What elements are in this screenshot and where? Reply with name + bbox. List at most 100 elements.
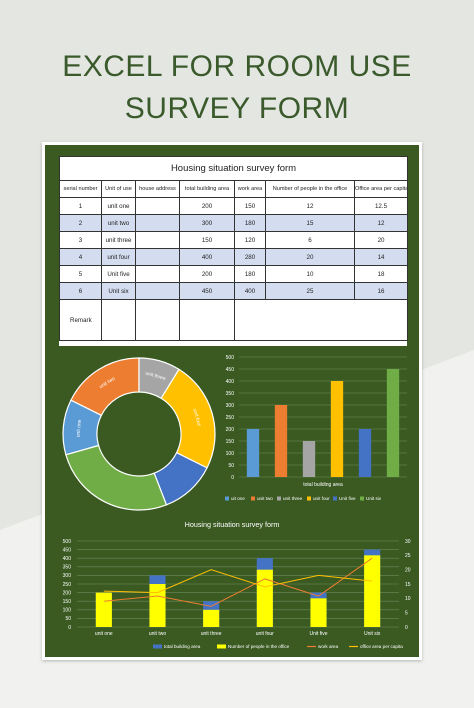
y-tick-label: 250 [226, 415, 235, 421]
column-header: serial number [59, 180, 102, 198]
survey-table-container: Housing situation survey form serial num… [58, 156, 409, 346]
column-header: Number of people in the office [265, 180, 355, 198]
x-tick-label: unit two [149, 631, 166, 637]
table-cell[interactable]: 5 [59, 265, 102, 283]
y-tick-label: 200 [226, 427, 235, 433]
table-cell[interactable]: 150 [179, 231, 235, 249]
x-tick-label: Unit six [364, 631, 381, 637]
table-cell[interactable]: 18 [353, 265, 409, 283]
people-bar [256, 569, 273, 627]
table-cell[interactable]: Unit six [101, 282, 136, 300]
table-cell[interactable]: 180 [234, 214, 266, 232]
table-cell[interactable]: 400 [179, 248, 235, 266]
legend-label: uit one [231, 496, 245, 501]
table-cell[interactable]: 25 [265, 282, 355, 300]
table-cell[interactable]: 4 [59, 248, 102, 266]
table-cell[interactable]: 120 [234, 231, 266, 249]
donut-slice-label: unit three [145, 371, 167, 383]
bar [302, 441, 316, 477]
y-left-tick-label: 200 [63, 590, 72, 596]
table-cell[interactable]: 2 [59, 214, 102, 232]
y-right-tick-label: 10 [405, 596, 411, 602]
table-cell[interactable] [135, 265, 180, 283]
x-tick-label: unit one [95, 631, 113, 637]
legend-swatch [251, 496, 255, 501]
y-tick-label: 400 [226, 379, 235, 385]
people-bar [149, 584, 166, 627]
table-row: 3 unit three 150 120 6 20 [59, 231, 409, 249]
bar [246, 429, 260, 477]
y-right-tick-label: 30 [405, 539, 411, 545]
legend-label: unit three [283, 496, 303, 501]
table-cell[interactable]: Unit five [101, 265, 136, 283]
table-cell[interactable]: 400 [234, 282, 266, 300]
remark-cell[interactable] [179, 299, 235, 341]
people-bar [203, 609, 220, 627]
table-title: Housing situation survey form [58, 156, 409, 181]
page-title-line-1: EXCEL FOR ROOM USE [62, 50, 412, 83]
table-cell[interactable]: 1 [59, 197, 102, 215]
table-row: 5 Unit five 200 180 10 18 [59, 265, 409, 283]
table-cell[interactable]: 450 [179, 282, 235, 300]
bar-chart-svg: 0 50 100 150 200 250 300 350 400 450 500 total buil… [225, 355, 407, 501]
table-cell[interactable]: 300 [179, 214, 235, 232]
table-cell[interactable]: 12 [265, 197, 355, 215]
table-cell[interactable]: 3 [59, 231, 102, 249]
bar [274, 405, 288, 477]
remark-cell[interactable] [101, 299, 136, 341]
donut-slice-label: unit four [191, 408, 202, 427]
legend-swatch [333, 496, 337, 501]
legend-swatch [217, 644, 226, 649]
table-header-row: serial number Unit of use house address tot… [59, 180, 409, 198]
table-cell[interactable]: 12 [353, 214, 409, 232]
x-tick-label: unit four [256, 631, 274, 637]
table-cell[interactable]: 6 [265, 231, 355, 249]
remark-cell[interactable] [233, 299, 409, 341]
table-cell[interactable]: 150 [234, 197, 266, 215]
column-header: house address [135, 180, 180, 198]
people-bar [95, 592, 112, 627]
legend-swatch [360, 496, 364, 501]
remark-cell[interactable] [135, 299, 180, 341]
work-area-line [103, 557, 373, 607]
table-cell[interactable]: 15 [265, 214, 355, 232]
y-left-tick-label: 300 [63, 573, 72, 579]
table-cell[interactable]: 200 [179, 197, 235, 215]
combo-chart-title: Housing situation survey form [185, 520, 280, 529]
table-cell[interactable]: unit three [101, 231, 136, 249]
table-cell[interactable]: 14 [353, 248, 409, 266]
y-left-tick-label: 50 [65, 616, 71, 622]
table-cell[interactable]: 280 [234, 248, 266, 266]
table-cell[interactable]: 20 [353, 231, 409, 249]
donut-slice-label: unit one [75, 419, 83, 437]
x-tick-label: unit three [201, 631, 222, 637]
y-tick-label: 0 [231, 475, 234, 481]
table-cell[interactable]: 10 [265, 265, 355, 283]
table-cell[interactable]: 12.5 [353, 197, 409, 215]
table-cell[interactable]: 180 [234, 265, 266, 283]
y-tick-label: 100 [226, 451, 235, 457]
table-cell[interactable]: 16 [353, 282, 409, 300]
legend-label: Number of people in the office [228, 644, 290, 649]
table-cell[interactable] [135, 282, 180, 300]
table-cell[interactable]: unit four [101, 248, 136, 266]
column-header: work area [234, 180, 266, 198]
table-cell[interactable] [135, 214, 180, 232]
table-cell[interactable]: unit two [101, 214, 136, 232]
table-cell[interactable]: 200 [179, 265, 235, 283]
table-cell[interactable]: 20 [265, 248, 355, 266]
table-cell[interactable] [135, 231, 180, 249]
column-header: Office area per capita [353, 180, 409, 198]
table-cell[interactable]: unit one [101, 197, 136, 215]
legend-label: work area [318, 644, 339, 649]
combo-chart: Housing situation survey form 0 50 100 150 20… [45, 513, 419, 657]
green-panel: Housing situation survey form serial num… [45, 145, 419, 657]
table-cell[interactable]: 6 [59, 282, 102, 300]
table-cell[interactable] [135, 248, 180, 266]
page-title-line-2: SURVEY FORM [124, 92, 350, 125]
table-cell[interactable] [135, 197, 180, 215]
legend-label: unit two [257, 496, 273, 501]
y-right-tick-label: 20 [405, 567, 411, 573]
y-tick-label: 150 [226, 439, 235, 445]
